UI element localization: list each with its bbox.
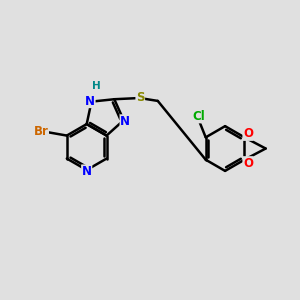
Text: H: H [92,81,100,91]
Text: S: S [136,91,145,103]
Text: N: N [120,115,130,128]
Text: Br: Br [34,125,48,138]
Text: N: N [82,165,92,178]
Text: O: O [243,157,253,170]
Text: Cl: Cl [192,110,205,123]
Text: N: N [85,94,95,107]
Text: O: O [243,127,253,140]
